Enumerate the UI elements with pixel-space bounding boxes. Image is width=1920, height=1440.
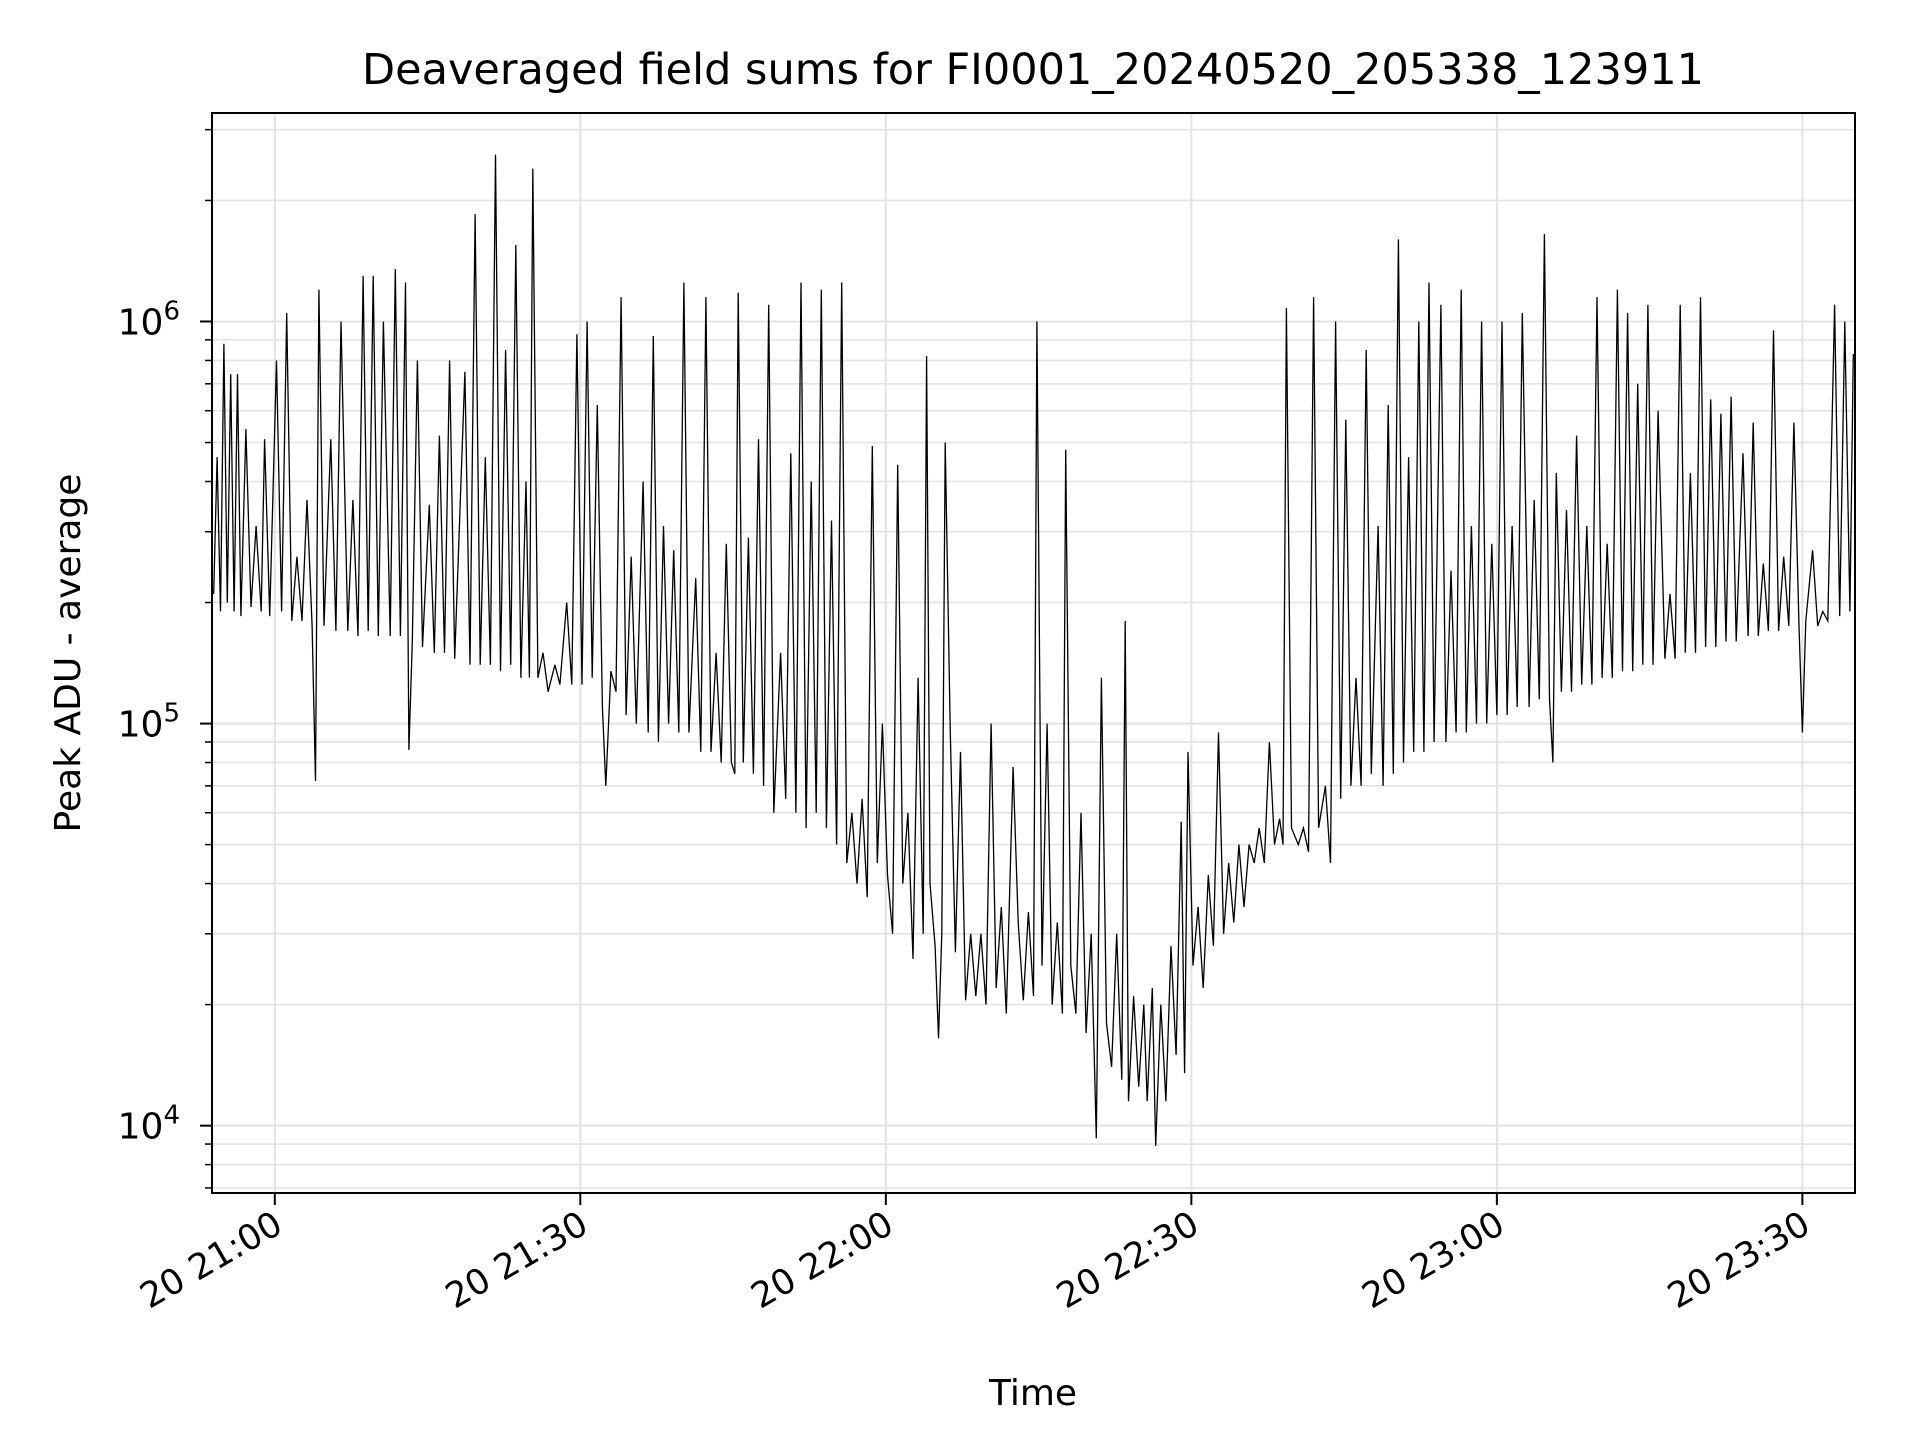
axis-ticks — [200, 128, 1804, 1205]
y-axis-label: Peak ADU - average — [48, 474, 89, 833]
y-tick-label: 105 — [118, 699, 180, 746]
x-axis-label: Time — [988, 1373, 1077, 1414]
grid — [212, 113, 1855, 1193]
chart-title: Deaveraged field sums for FI0001_2024052… — [362, 45, 1704, 95]
series-layer — [213, 154, 1854, 1147]
y-tick-label: 106 — [118, 296, 180, 343]
series-line — [213, 154, 1854, 1147]
y-tick-label: 104 — [118, 1101, 180, 1148]
plot-frame — [211, 112, 1856, 1194]
